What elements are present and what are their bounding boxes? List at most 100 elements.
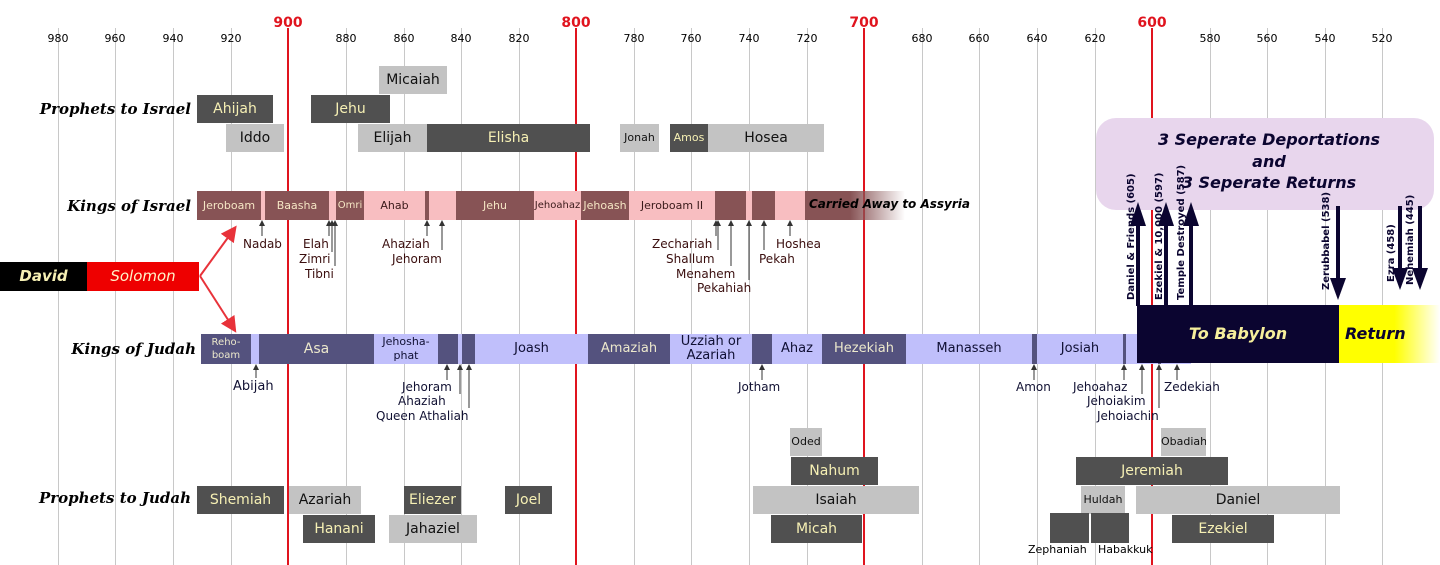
- prophet-shemiah: Shemiah: [197, 486, 284, 514]
- king-athaliah-bar: [462, 334, 475, 364]
- king-nadab-bar: [261, 191, 265, 220]
- return-arrowhead-458: [1392, 268, 1408, 290]
- king-manasseh: Manasseh: [906, 334, 1032, 364]
- tick-label: 680: [911, 32, 933, 45]
- prophet-isaiah: Isaiah: [753, 486, 919, 514]
- tick-label: 780: [623, 32, 645, 45]
- tick-label: 760: [680, 32, 702, 45]
- row-label-kings-israel: Kings of Israel: [67, 197, 191, 215]
- king-asa: Asa: [259, 334, 374, 364]
- label-jotham: Jotham: [738, 380, 781, 394]
- deportation-shaft-597: [1164, 226, 1168, 306]
- deportations-note-line-3: 3 Seperate Returns: [1181, 173, 1357, 192]
- gridline: [691, 28, 692, 565]
- deportations-note-line-1: 3 Seperate Deportations: [1157, 130, 1381, 149]
- king-josiah: Josiah: [1037, 334, 1123, 364]
- return-shaft-538: [1336, 206, 1340, 280]
- prophet-azariah: Azariah: [289, 486, 361, 514]
- label-jehoahaz-judah: Jehoahaz: [1073, 380, 1128, 394]
- prophet-jeremiah: Jeremiah: [1076, 457, 1228, 485]
- split-arrow-israel: [199, 225, 237, 277]
- deportation-shaft-605: [1136, 226, 1140, 306]
- century-tick-label: 900: [273, 15, 303, 31]
- to-babylon-bar: To Babylon: [1137, 305, 1339, 363]
- king-abijah-bar: [251, 334, 259, 364]
- label-jehoiachin: Jehoiachin: [1097, 409, 1159, 423]
- carried-away-label: Carried Away to Assyria: [809, 197, 971, 211]
- label-ahaziah-israel: Ahaziah: [382, 237, 430, 251]
- prophet-oded: Oded: [790, 428, 822, 456]
- king-jehoahaz-bar: [1123, 334, 1126, 364]
- label-ahaziah-judah: Ahaziah: [398, 394, 446, 408]
- king-pekahiah-bar: [746, 191, 752, 220]
- label-elah: Elah: [303, 237, 329, 251]
- century-line: [287, 28, 289, 565]
- rehoboam-line-1: Reho-: [211, 337, 241, 348]
- deportation-shaft-587: [1189, 226, 1193, 306]
- king-jotham-bar: [752, 334, 772, 364]
- return-shaft-458: [1398, 206, 1402, 270]
- tick-label: 540: [1314, 32, 1336, 45]
- king-hoshea-bar: [775, 191, 805, 220]
- tick-label: 860: [393, 32, 415, 45]
- century-tick-label: 700: [849, 15, 879, 31]
- king-amon-bar: [1032, 334, 1037, 364]
- century-line: [1151, 28, 1153, 565]
- gridline: [979, 28, 980, 565]
- king-jehoash: Jehoash: [581, 191, 629, 220]
- gridline: [173, 28, 174, 565]
- tick-label: 740: [738, 32, 760, 45]
- tick-label: 560: [1256, 32, 1278, 45]
- row-label-prophets-judah: Prophets to Judah: [39, 489, 191, 507]
- label-pekahiah: Pekahiah: [697, 281, 752, 295]
- prophet-jonah: Jonah: [620, 124, 659, 152]
- king-pekah-bar: [752, 191, 775, 220]
- prophet-hanani: Hanani: [303, 515, 375, 543]
- gridline: [115, 28, 116, 565]
- row-label-prophets-israel: Prophets to Israel: [39, 100, 191, 118]
- gridline: [749, 28, 750, 565]
- label-habakkuk: Habakkuk: [1098, 543, 1153, 556]
- gridline: [404, 28, 405, 565]
- century-line: [575, 28, 577, 565]
- label-pekah: Pekah: [759, 252, 795, 266]
- king-jeroboam: Jeroboam: [197, 191, 261, 220]
- prophet-micaiah: Micaiah: [379, 66, 447, 94]
- gridline: [634, 28, 635, 565]
- tick-label: 640: [1026, 32, 1048, 45]
- prophet-micah: Micah: [771, 515, 862, 543]
- label-zimri: Zimri: [299, 252, 331, 266]
- label-shallum: Shallum: [666, 252, 715, 266]
- split-arrow-judah: [199, 275, 237, 333]
- prophet-jahaziel: Jahaziel: [389, 515, 477, 543]
- label-tibni: Tibni: [305, 267, 334, 281]
- tick-label: 660: [968, 32, 990, 45]
- king-jehoahaz: Jehoahaz: [534, 191, 581, 220]
- uzziah-line-1: Uzziah or: [680, 334, 742, 349]
- king-ahaziah-bar: [458, 334, 462, 364]
- king-baasha: Baasha: [265, 191, 329, 220]
- return-shaft-445: [1418, 206, 1422, 270]
- king-jehoshaphat: Jehosha- phat: [374, 334, 438, 364]
- gridline: [1095, 28, 1096, 565]
- row-label-kings-judah: Kings of Judah: [71, 340, 196, 358]
- king-uzziah: Uzziah or Azariah: [670, 334, 752, 364]
- label-zechariah: Zechariah: [652, 237, 713, 251]
- label-nadab: Nadab: [243, 237, 282, 251]
- prophet-huldah: Huldah: [1081, 486, 1125, 514]
- century-tick-label: 800: [561, 15, 591, 31]
- prophet-jehu: Jehu: [311, 95, 390, 123]
- king-jeroboam-ii: Jeroboam II: [629, 191, 715, 220]
- king-ahaziah-bar: [425, 191, 429, 220]
- century-tick-label: 600: [1137, 15, 1167, 31]
- tick-label: 980: [47, 32, 69, 45]
- gridline: [461, 28, 462, 565]
- tick-label: 840: [450, 32, 472, 45]
- return-arrowhead-538: [1330, 278, 1346, 300]
- prophet-amos: Amos: [670, 124, 708, 152]
- century-line: [863, 28, 865, 565]
- label-queen-athaliah: Queen Athaliah: [376, 409, 469, 423]
- return-bar: Return: [1339, 305, 1440, 363]
